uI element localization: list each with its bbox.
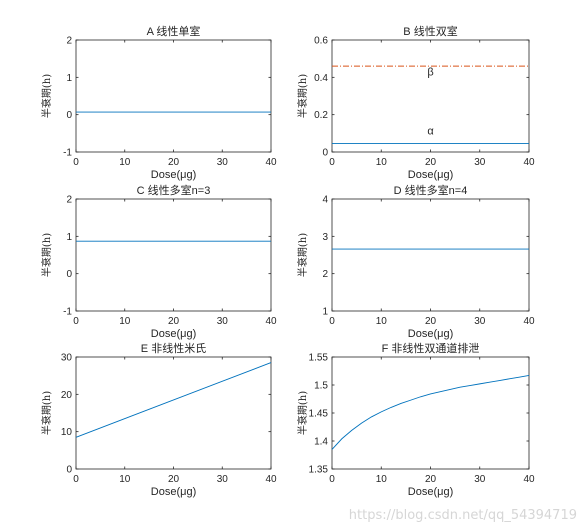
x-axis-label: Dose(μg) [408, 169, 453, 181]
chart-title: D 线性多室n=4 [394, 183, 468, 197]
x-tick-label: 30 [217, 316, 229, 327]
y-tick-label: 0 [66, 110, 72, 121]
y-axis-label: 半衰期(h) [40, 233, 53, 277]
chart-title: E 非线性米氏 [141, 341, 206, 355]
x-axis-label: Dose(μg) [151, 486, 196, 498]
watermark-text: https://blog.csdn.net/qq_54394719 [348, 508, 577, 523]
y-tick-label: -1 [63, 307, 72, 318]
y-tick-label: 1.4 [314, 437, 328, 448]
x-tick-label: 30 [474, 316, 486, 327]
annotation-label: β [427, 66, 433, 78]
x-tick-label: 20 [425, 316, 437, 327]
y-axis-label: 半衰期(h) [296, 233, 309, 277]
axes-frame [331, 198, 530, 312]
y-tick-label: 0.6 [314, 36, 328, 47]
x-tick-label: 30 [217, 157, 229, 168]
y-tick-label: 30 [61, 353, 73, 364]
y-tick-label: 1 [66, 73, 72, 84]
x-tick-label: 20 [168, 157, 180, 168]
y-tick-label: 1.45 [309, 409, 329, 420]
chart-title: C 线性多室n=3 [137, 183, 211, 197]
x-tick-label: 0 [329, 474, 335, 485]
y-tick-label: 1 [66, 232, 72, 243]
x-axis-label: Dose(μg) [151, 328, 196, 340]
x-tick-label: 40 [523, 316, 535, 327]
y-tick-label: -1 [63, 148, 72, 159]
series-line-1 [75, 362, 272, 438]
y-tick-label: 2 [322, 269, 328, 280]
x-tick-label: 10 [376, 474, 388, 485]
x-tick-label: 10 [119, 474, 131, 485]
x-tick-label: 10 [376, 316, 388, 327]
x-tick-label: 0 [73, 157, 79, 168]
y-tick-label: 0.2 [314, 110, 328, 121]
chart-5: 0 10 20 30 40 0 10 20 30 E 非线性米氏 Dose(μg) 半衰期(h) [40, 341, 277, 498]
x-tick-label: 20 [168, 316, 180, 327]
x-axis-label: Dose(μg) [151, 169, 196, 181]
y-tick-label: 0 [66, 269, 72, 280]
y-tick-label: 2 [66, 36, 72, 47]
y-tick-label: 1.55 [309, 353, 329, 364]
axes-frame [331, 356, 530, 470]
x-tick-label: 10 [376, 157, 388, 168]
x-tick-label: 20 [425, 157, 437, 168]
y-tick-label: 4 [322, 195, 328, 206]
x-axis-label: Dose(μg) [408, 486, 453, 498]
y-tick-label: 0.4 [314, 73, 328, 84]
x-tick-label: 30 [474, 157, 486, 168]
x-tick-label: 0 [73, 474, 79, 485]
y-tick-label: 1.35 [309, 465, 329, 476]
x-tick-label: 40 [265, 316, 277, 327]
y-tick-label: 0 [322, 148, 328, 159]
y-tick-label: 3 [322, 232, 328, 243]
y-axis-label: 半衰期(h) [296, 391, 309, 435]
x-tick-label: 40 [523, 157, 535, 168]
x-tick-label: 20 [425, 474, 437, 485]
y-tick-label: 10 [61, 427, 73, 438]
y-axis-label: 半衰期(h) [40, 391, 53, 435]
y-tick-label: 2 [66, 195, 72, 206]
chart-title: B 线性双室 [403, 24, 457, 38]
series-line-1 [331, 375, 530, 450]
chart-title: F 非线性双通道排泄 [382, 341, 480, 355]
x-tick-label: 20 [168, 474, 180, 485]
y-tick-label: 20 [61, 390, 73, 401]
x-tick-label: 30 [217, 474, 229, 485]
annotation-label: α [427, 125, 434, 137]
y-tick-label: 1.5 [314, 381, 328, 392]
axes-frame [75, 198, 272, 312]
y-axis-label: 半衰期(h) [296, 74, 309, 118]
x-tick-label: 10 [119, 316, 131, 327]
chart-6: 0 10 20 30 40 1.35 1.4 1.45 1.5 1.55 F 非线性双通道排泄 Dos… [296, 341, 535, 498]
x-tick-label: 40 [523, 474, 535, 485]
x-tick-label: 0 [329, 157, 335, 168]
y-axis-label: 半衰期(h) [40, 74, 53, 118]
axes-frame [75, 356, 272, 470]
axes-frame [75, 39, 272, 153]
chart-2: 0 10 20 30 40 0 0.2 0.4 0.6 B 线性双室 Dose(μg) 半衰期(h) β… [296, 24, 535, 181]
x-tick-label: 40 [265, 474, 277, 485]
x-tick-label: 0 [73, 316, 79, 327]
x-tick-label: 40 [265, 157, 277, 168]
chart-title: A 线性单室 [147, 24, 201, 38]
x-tick-label: 10 [119, 157, 131, 168]
x-tick-label: 30 [474, 474, 486, 485]
x-tick-label: 0 [329, 316, 335, 327]
y-tick-label: 0 [66, 465, 72, 476]
x-axis-label: Dose(μg) [408, 328, 453, 340]
chart-4: 0 10 20 30 40 1 2 3 4 D 线性多室n=4 Dose(μg) 半衰期(h) [296, 183, 535, 340]
y-tick-label: 1 [322, 307, 328, 318]
